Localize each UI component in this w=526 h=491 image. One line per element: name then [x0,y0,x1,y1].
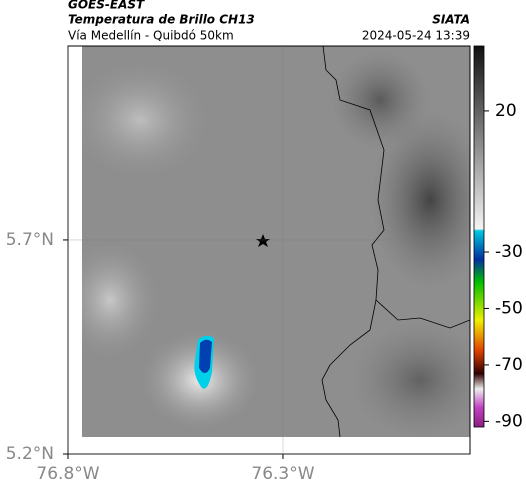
source: SIATA [432,13,470,27]
colorbar-tick-label: -30 [495,242,523,262]
x-tick-label: 76.3°W [251,464,314,484]
colorbar-tick-label: -50 [495,298,523,318]
header: GOES-EAST Temperatura de Brillo CH13 SIA… [68,0,470,43]
satellite-image [82,46,470,437]
colorbar [473,45,485,428]
y-tick-label: 5.2°N [6,444,54,464]
map-frame [67,45,471,455]
city-marker [256,234,270,247]
timestamp: 2024-05-24 13:39 [362,29,470,43]
colorbar-tick-label: 20 [495,101,517,121]
satellite: GOES-EAST [68,0,145,12]
product: Temperatura de Brillo CH13 [68,13,255,27]
subtitle: Vía Medellín - Quibdó 50km [68,29,234,43]
x-tick-label: 76.8°W [36,464,99,484]
colorbar-tick-label: -70 [495,355,523,375]
y-tick-label: 5.7°N [6,230,54,250]
colorbar-tick-label: -90 [495,411,523,431]
